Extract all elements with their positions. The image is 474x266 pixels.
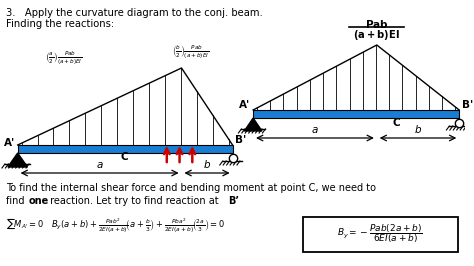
- Text: $a$: $a$: [311, 125, 319, 135]
- FancyBboxPatch shape: [18, 145, 233, 153]
- Text: $\left(\frac{a}{2}\right)\frac{Pab}{(a+b)EI}$: $\left(\frac{a}{2}\right)\frac{Pab}{(a+b…: [45, 49, 82, 67]
- Text: $b$: $b$: [203, 158, 211, 170]
- Text: $B_y = -\dfrac{Pab(2a+b)}{6EI(a+b)}$: $B_y = -\dfrac{Pab(2a+b)}{6EI(a+b)}$: [337, 223, 423, 246]
- Text: To find the internal shear force and bending moment at point C, we need to: To find the internal shear force and ben…: [6, 183, 376, 193]
- Polygon shape: [244, 118, 262, 131]
- FancyBboxPatch shape: [303, 217, 458, 251]
- Text: $b$: $b$: [414, 123, 422, 135]
- Text: B': B': [236, 135, 247, 145]
- Text: B': B': [462, 100, 474, 110]
- Text: $\mathbf{Pab}$: $\mathbf{Pab}$: [365, 18, 389, 30]
- Text: A': A': [4, 138, 16, 148]
- FancyBboxPatch shape: [253, 110, 459, 118]
- Text: $a$: $a$: [96, 160, 103, 170]
- Text: Finding the reactions:: Finding the reactions:: [6, 19, 114, 29]
- Text: B’: B’: [228, 196, 240, 206]
- Text: C: C: [392, 118, 400, 128]
- Text: A': A': [239, 100, 250, 110]
- Text: $\sum M_{A^{\prime}} = 0 \quad B_y(a+b)+\frac{Pab^2}{2EI(a+b)}\!\left(a+\frac{b}: $\sum M_{A^{\prime}} = 0 \quad B_y(a+b)+…: [6, 216, 225, 235]
- Text: reaction. Let try to find reaction at: reaction. Let try to find reaction at: [47, 196, 222, 206]
- Text: $\left(\frac{b}{2}\right)\frac{Pab}{(a+b)EI}$: $\left(\frac{b}{2}\right)\frac{Pab}{(a+b…: [172, 43, 209, 61]
- Text: $\mathbf{(a+b)EI}$: $\mathbf{(a+b)EI}$: [353, 28, 400, 42]
- Text: one: one: [28, 196, 49, 206]
- Text: 3.   Apply the curvature diagram to the conj. beam.: 3. Apply the curvature diagram to the co…: [6, 8, 263, 18]
- Polygon shape: [8, 153, 27, 167]
- Text: find: find: [6, 196, 27, 206]
- Text: C: C: [121, 152, 128, 162]
